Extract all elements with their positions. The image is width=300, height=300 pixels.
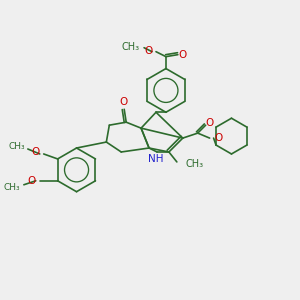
Text: O: O <box>32 147 40 157</box>
Text: O: O <box>28 176 36 186</box>
Text: O: O <box>119 97 127 107</box>
Text: CH₃: CH₃ <box>186 159 204 169</box>
Text: O: O <box>206 118 214 128</box>
Text: CH₃: CH₃ <box>122 42 140 52</box>
Text: CH₃: CH₃ <box>8 142 25 151</box>
Text: O: O <box>214 133 223 143</box>
Text: O: O <box>144 46 152 56</box>
Text: O: O <box>179 50 187 60</box>
Text: CH₃: CH₃ <box>3 183 20 192</box>
Text: NH: NH <box>148 154 164 164</box>
